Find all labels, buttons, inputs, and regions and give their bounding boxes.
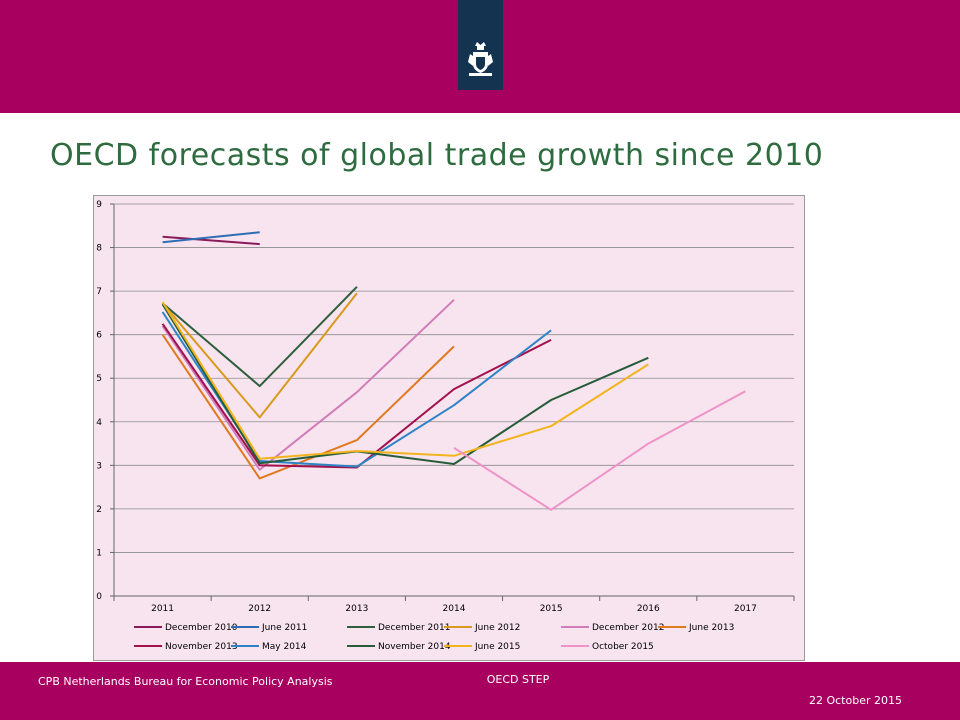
footer-center-label: OECD STEP xyxy=(486,673,550,686)
legend-label: December 2012 xyxy=(592,623,664,633)
series-line xyxy=(161,286,358,388)
legend-label: May 2014 xyxy=(262,642,307,652)
y-tick-label: 4 xyxy=(96,418,102,428)
y-tick-label: 0 xyxy=(96,592,102,602)
y-tick-label: 7 xyxy=(96,287,102,297)
emblem-box xyxy=(458,0,503,90)
series-line xyxy=(161,299,455,471)
legend-label: November 2013 xyxy=(165,642,238,652)
x-tick-label: 2012 xyxy=(248,604,271,614)
series-line xyxy=(161,292,358,419)
y-tick-label: 5 xyxy=(96,374,102,384)
y-tick-label: 2 xyxy=(96,505,102,515)
chart-container: 0 1 2 3 4 5 6 7 8 9 2011 2012 2013 2014 2015 2016 2017 De… xyxy=(93,195,805,661)
legend-label: December 2010 xyxy=(165,623,238,633)
legend-label: October 2015 xyxy=(592,642,654,652)
x-tick-label: 2013 xyxy=(345,604,368,614)
chart-background xyxy=(94,196,804,660)
y-tick-label: 3 xyxy=(96,461,102,471)
series-line xyxy=(162,235,260,246)
y-tick-label: 8 xyxy=(96,244,102,254)
legend-label: December 2011 xyxy=(378,623,450,633)
y-tick-label: 1 xyxy=(96,548,102,558)
line-chart: 0 1 2 3 4 5 6 7 8 9 2011 2012 2013 2014 2015 2016 2017 De… xyxy=(94,196,804,660)
slide-title: OECD forecasts of global trade growth si… xyxy=(50,138,824,173)
series-line xyxy=(161,301,649,460)
netherlands-government-emblem-icon xyxy=(458,0,503,90)
x-tick-label: 2017 xyxy=(734,604,757,614)
footer-bar xyxy=(0,662,960,720)
legend-label: June 2012 xyxy=(474,623,520,633)
legend-label: June 2015 xyxy=(474,642,520,652)
footer-date: 22 October 2015 xyxy=(808,694,902,707)
y-tick-label: 9 xyxy=(96,200,102,210)
y-tick-label: 6 xyxy=(96,331,102,341)
x-tick-label: 2016 xyxy=(637,604,660,614)
legend-label: June 2013 xyxy=(688,623,734,633)
legend-label: November 2014 xyxy=(378,642,451,652)
series-line xyxy=(161,334,455,480)
series-line xyxy=(453,390,746,511)
x-tick-label: 2011 xyxy=(151,604,174,614)
x-tick-label: 2014 xyxy=(443,604,466,614)
footer-organization: CPB Netherlands Bureau for Economic Poli… xyxy=(38,675,333,688)
series-line xyxy=(162,231,260,244)
series-line xyxy=(161,303,649,465)
legend-label: June 2011 xyxy=(261,623,307,633)
x-tick-label: 2015 xyxy=(540,604,563,614)
